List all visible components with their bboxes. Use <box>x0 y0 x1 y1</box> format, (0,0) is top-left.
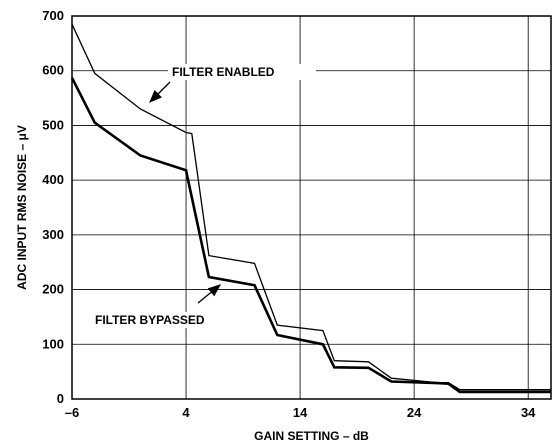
annotation-label-filter-bypassed: FILTER BYPASSED <box>95 313 205 327</box>
y-tick-label: 100 <box>42 336 64 351</box>
y-tick-label: 200 <box>42 282 64 297</box>
x-tick-label: 34 <box>521 405 536 420</box>
annotation-bg <box>168 64 316 80</box>
annotations: FILTER ENABLED FILTER BYPASSED <box>91 64 316 328</box>
annotation-arrow <box>149 81 171 103</box>
y-tick-label: 300 <box>42 227 64 242</box>
x-tick-label: 4 <box>182 405 190 420</box>
annotation-arrow <box>197 284 222 304</box>
y-tick-label: 600 <box>42 63 64 78</box>
annotation-label-filter-enabled: FILTER ENABLED <box>172 65 275 79</box>
series-lines <box>70 23 551 394</box>
y-axis-label: ADC INPUT RMS NOISE – μV <box>15 125 29 290</box>
x-axis-label: GAIN SETTING – dB <box>254 429 369 443</box>
y-tick-label: 700 <box>42 8 64 23</box>
x-tick-label: 24 <box>407 405 422 420</box>
y-tick-label: 0 <box>57 391 64 406</box>
y-tick-label: 400 <box>42 172 64 187</box>
plot-frame <box>71 15 552 400</box>
y-tick-label: 500 <box>42 117 64 132</box>
tick-labels: 0 100 200 300 400 500 600 700 –6 4 14 24 34 <box>42 8 536 420</box>
x-tick-label: 14 <box>293 405 308 420</box>
series-line-2 <box>70 77 551 394</box>
annotation-bg <box>91 312 241 328</box>
x-tick-label: –6 <box>65 405 79 420</box>
